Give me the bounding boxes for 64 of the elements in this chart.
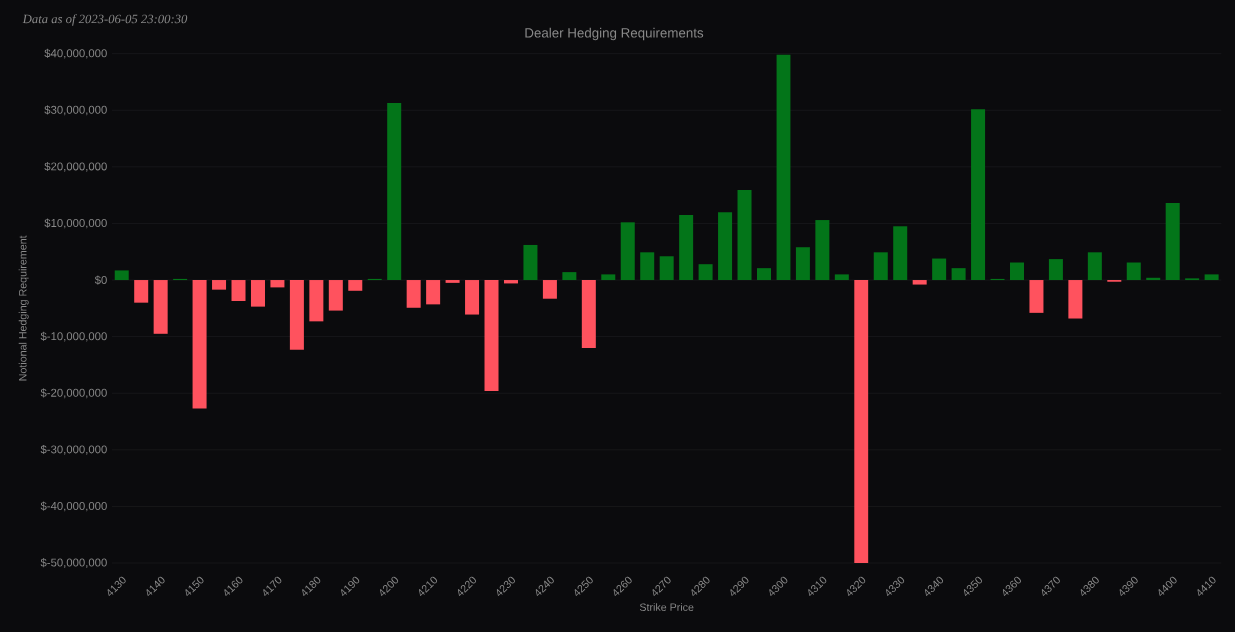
bar	[1009, 262, 1024, 281]
bar	[426, 280, 441, 305]
text: Data as of 2023-06-05 23:00:30	[22, 14, 188, 26]
bar	[523, 244, 538, 281]
bar	[1048, 259, 1063, 281]
bar	[951, 268, 966, 281]
y-tick-label: $30,000,000	[44, 105, 107, 116]
bar	[1165, 203, 1180, 281]
bar	[348, 280, 363, 291]
bar	[737, 190, 752, 281]
bar	[406, 280, 421, 308]
y-tick-label: $-20,000,000	[40, 388, 107, 399]
bar	[912, 280, 927, 285]
bar	[776, 54, 791, 281]
bar	[289, 280, 304, 350]
bar	[250, 280, 265, 307]
y-tick-label: $-40,000,000	[40, 501, 107, 512]
bar	[834, 274, 849, 281]
bar	[387, 102, 402, 281]
bar	[1204, 274, 1219, 281]
bar	[640, 252, 655, 281]
bar	[893, 226, 908, 281]
bar	[1068, 280, 1083, 319]
bar	[484, 280, 499, 391]
y-tick-label: $10,000,000	[44, 218, 107, 229]
y-tick-label: $-50,000,000	[40, 558, 107, 568]
y-axis-title: Notional Hedging Requirement	[18, 235, 29, 381]
bar	[542, 280, 557, 299]
bar	[620, 222, 635, 281]
bar	[562, 272, 577, 281]
bar	[854, 280, 869, 563]
bar	[134, 280, 149, 303]
bar	[659, 256, 674, 281]
y-tick-label: $20,000,000	[44, 161, 107, 172]
y-tick-label: $-10,000,000	[40, 331, 107, 342]
bar	[212, 280, 227, 290]
bar	[309, 280, 324, 322]
bar	[601, 274, 616, 281]
bar	[756, 268, 771, 281]
bar	[932, 258, 947, 281]
bar	[581, 280, 596, 348]
bar	[1126, 262, 1141, 281]
y-tick-label: $0	[94, 275, 107, 285]
bar	[328, 280, 343, 311]
chart-title: Dealer Hedging Requirements	[525, 27, 704, 41]
bar	[815, 220, 830, 281]
x-axis-title: Strike Price	[639, 603, 694, 611]
bar	[270, 280, 285, 288]
bar	[698, 264, 713, 281]
bar	[192, 280, 207, 409]
bar	[465, 280, 480, 315]
bar	[153, 280, 168, 334]
bar	[971, 109, 986, 281]
bar	[679, 214, 694, 281]
bar	[445, 280, 460, 283]
bar	[873, 252, 888, 281]
bar	[1087, 252, 1102, 281]
bar	[114, 270, 129, 281]
bar	[795, 247, 810, 281]
y-tick-label: $-30,000,000	[40, 444, 107, 455]
bar	[1029, 280, 1044, 313]
bar	[231, 280, 246, 301]
y-tick-label: $40,000,000	[44, 48, 107, 59]
bar	[718, 212, 733, 281]
